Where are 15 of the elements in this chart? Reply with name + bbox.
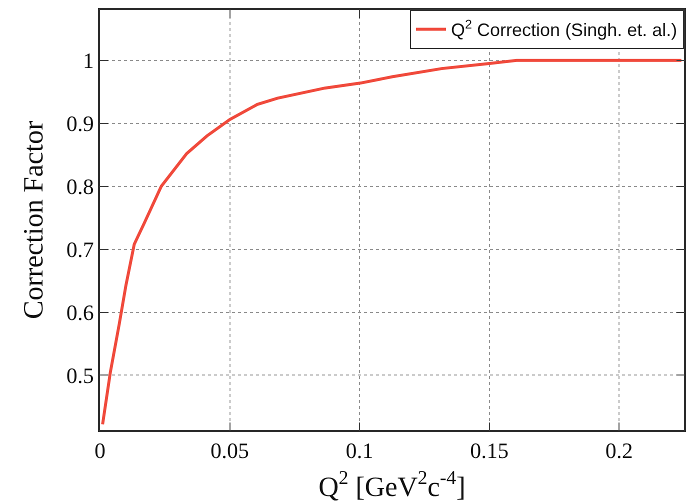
y-tick-label: 1 (82, 48, 94, 74)
x-tick-label: 0.15 (470, 438, 509, 464)
y-tick-label: 0.7 (66, 236, 94, 262)
y-tick-label: 0.8 (66, 174, 94, 200)
x-axis-title: Q$^{2}$ [GeV$^{2}$c$^{-4}$] (318, 468, 466, 503)
x-tick-label: 0.05 (210, 438, 250, 464)
legend-label: Q$^{2}$ Correction (Singh. et. al.) (451, 18, 678, 40)
y-axis-title: Correction Factor (18, 120, 50, 320)
line-series (101, 58, 683, 426)
y-tick-label: 0.9 (66, 111, 94, 136)
y-tick-label: 0.5 (66, 362, 94, 388)
x-tick-label: 0 (94, 438, 106, 464)
x-tick-label: 0.2 (605, 438, 633, 464)
y-tick-label: 0.6 (66, 300, 94, 325)
x-tick-label: 0.1 (346, 438, 374, 464)
